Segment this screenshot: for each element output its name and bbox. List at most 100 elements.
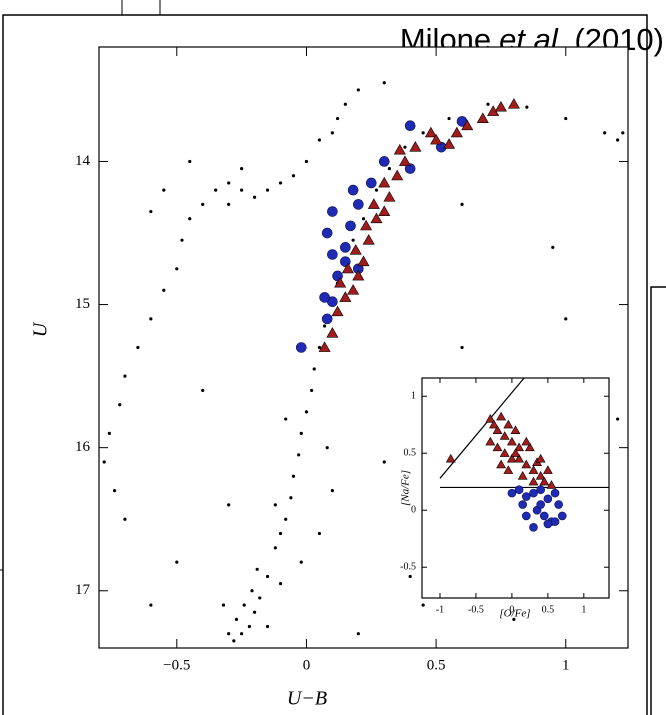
star-triangle [485, 436, 496, 446]
star-circle [518, 500, 527, 509]
star-circle [536, 485, 545, 495]
star-triangle [514, 453, 525, 463]
star-dot [616, 138, 620, 142]
star-dot [112, 488, 117, 493]
star-triangle [535, 471, 546, 480]
star-dot [551, 245, 555, 249]
star-dot [304, 159, 309, 164]
star-dot [247, 624, 252, 629]
y-axis-label: U [30, 321, 52, 337]
star-dot [323, 324, 327, 328]
star-circle [347, 184, 359, 196]
star-dot [265, 624, 270, 629]
star-circle [529, 523, 538, 532]
star-triangle [476, 112, 489, 123]
star-circle [521, 492, 531, 501]
star-triangle [546, 480, 557, 489]
x-tick-label: -0.5 [468, 604, 484, 615]
star-triangle [485, 414, 496, 423]
star-triangle [383, 191, 396, 202]
star-circle [514, 485, 524, 495]
star-dot [317, 531, 322, 536]
star-triangle [370, 212, 383, 224]
star-dot [291, 474, 296, 478]
star-dot [252, 195, 257, 199]
star-triangle [542, 465, 553, 474]
star-circle [543, 519, 553, 529]
star-triangle [521, 436, 532, 446]
star-dot [421, 603, 425, 607]
star-dot [382, 81, 386, 85]
star-triangle [494, 100, 507, 112]
star-dot [460, 202, 464, 207]
y-tick-label: 1 [411, 391, 416, 402]
star-dot [273, 546, 277, 550]
star-circle [327, 206, 338, 217]
star-dot [387, 167, 392, 171]
star-triangle [461, 119, 474, 131]
star-dot [330, 131, 334, 135]
star-triangle [539, 476, 550, 486]
star-triangle [352, 269, 365, 281]
x-tick-label: 0 [509, 604, 514, 615]
star-circle [345, 220, 356, 232]
star-triangle [339, 291, 352, 302]
star-circle [327, 249, 338, 260]
star-dot [317, 345, 322, 350]
star-dot [299, 431, 303, 435]
star-dot [227, 202, 231, 207]
x-tick-label: 1 [562, 657, 570, 673]
star-triangle [391, 169, 404, 181]
star-dot [284, 417, 288, 421]
star-circle [554, 500, 563, 509]
star-triangle [510, 448, 521, 457]
star-dot [525, 105, 529, 109]
figure-frame [2, 14, 648, 715]
star-triangle [499, 431, 510, 440]
star-dot [312, 367, 316, 371]
y-tick-label: 16 [75, 439, 91, 455]
star-dot [227, 181, 231, 185]
star-triangle [409, 141, 422, 152]
star-dot [162, 288, 166, 292]
star-triangle [496, 411, 507, 421]
star-dot [351, 238, 355, 242]
star-circle [557, 511, 567, 521]
star-dot [118, 403, 122, 407]
star-dot [162, 188, 166, 192]
star-circle [295, 342, 307, 353]
star-dot [234, 617, 239, 621]
star-dot [107, 431, 111, 435]
y-axis-label: [Na/Fe] [400, 470, 412, 506]
star-dot [278, 531, 283, 536]
star-dot [356, 632, 360, 636]
star-dot [356, 88, 360, 92]
star-triangle [499, 448, 510, 457]
y-tick-label: 14 [75, 153, 91, 169]
star-triangle [492, 425, 503, 435]
star-dot [289, 496, 293, 500]
x-axis-label: [O/Fe] [499, 608, 530, 620]
star-dot [250, 589, 254, 593]
star-triangle [349, 244, 362, 255]
star-triangle [331, 305, 344, 317]
y-tick-label: 15 [75, 296, 90, 312]
star-dot [460, 345, 464, 350]
star-dot [258, 596, 262, 600]
star-dot [252, 610, 257, 614]
star-dot [343, 102, 347, 106]
star-dot [621, 131, 625, 135]
x-tick-label: -1 [436, 604, 444, 615]
star-triangle [445, 453, 456, 463]
star-dot [421, 131, 425, 135]
x-tick-label: 0.5 [427, 657, 446, 673]
star-dot [382, 460, 386, 464]
x-tick-label: 0.5 [542, 604, 555, 615]
star-triangle [357, 255, 370, 267]
star-dot [227, 632, 231, 636]
star-dot [201, 202, 205, 207]
star-triangle [524, 442, 535, 452]
star-dot [255, 567, 259, 571]
star-dot [408, 574, 412, 579]
